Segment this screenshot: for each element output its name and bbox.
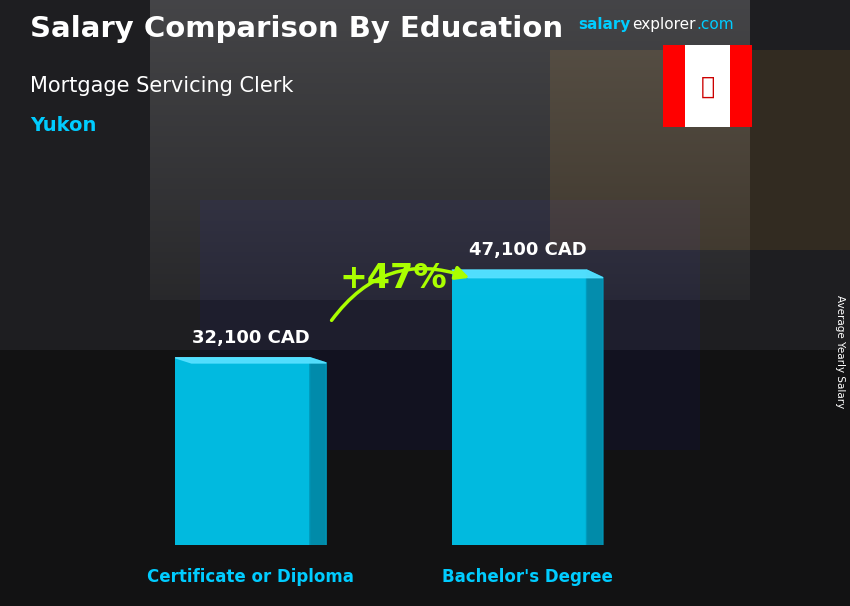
Text: Salary Comparison By Education: Salary Comparison By Education [30,15,563,43]
Text: 47,100 CAD: 47,100 CAD [468,241,586,259]
Bar [452,270,586,545]
Bar [730,45,752,127]
Bar [685,45,730,127]
Text: Certificate or Diploma: Certificate or Diploma [147,568,354,585]
Text: Yukon: Yukon [30,116,96,135]
Bar [685,45,730,127]
Text: 32,100 CAD: 32,100 CAD [192,329,309,347]
Text: Bachelor's Degree: Bachelor's Degree [442,568,613,585]
Bar [663,45,685,127]
Polygon shape [452,270,603,278]
Bar [175,358,309,545]
Text: Average Yearly Salary: Average Yearly Salary [835,295,845,408]
Polygon shape [586,270,603,546]
Polygon shape [309,358,326,546]
Text: explorer: explorer [632,17,696,32]
Text: Mortgage Servicing Clerk: Mortgage Servicing Clerk [30,76,293,96]
Polygon shape [175,358,326,363]
Text: 🍁: 🍁 [700,75,715,98]
Text: .com: .com [696,17,734,32]
Text: salary: salary [578,17,631,32]
Text: +47%: +47% [340,262,447,295]
